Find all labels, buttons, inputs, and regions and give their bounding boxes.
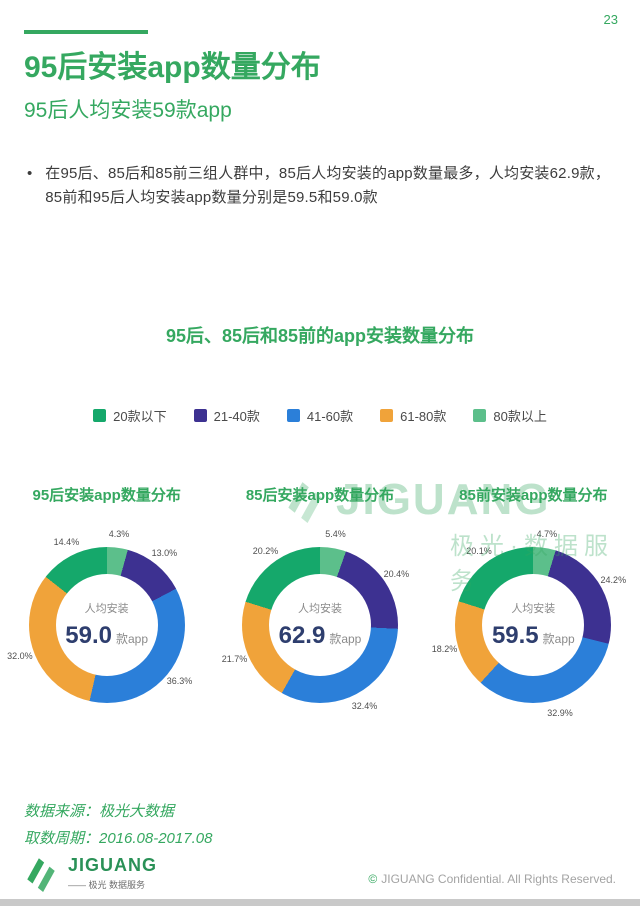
donut-plot: 人均安装 59.0 款app 4.3% 13.0% 36.3% 32.0% 14.4%: [7, 525, 207, 725]
footer-logo-sub: —— 极光 数据服务: [68, 879, 146, 890]
segment-percent-label: 20.4%: [383, 568, 410, 579]
segment-percent-label: 13.0%: [151, 548, 178, 559]
donut-chart-title: 85前安装app数量分布: [459, 487, 608, 504]
legend-swatch: [380, 409, 394, 422]
donut-center-unit: 款app: [116, 632, 149, 646]
donut-chart: 85后安装app数量分布人均安装 62.9 款app 5.4% 20.4% 32.4% 21…: [213, 484, 426, 725]
bullet-marker: •: [27, 165, 33, 182]
data-period-note: 取数周期：2016.08-2017.08: [24, 830, 213, 847]
legend-label: 61-80款: [400, 409, 447, 424]
donut-center-value: 59.5: [491, 622, 539, 649]
copyright: © JIGUANG Confidential. All Rights Reserv…: [368, 872, 616, 886]
jiguang-logo-icon: [27, 858, 55, 892]
segment-percent-label: 14.4%: [53, 537, 80, 548]
page-number: 23: [603, 12, 618, 27]
segment-percent-label: 32.0%: [7, 650, 33, 661]
donut-center-label: 人均安装: [297, 603, 342, 615]
donut-center-label: 人均安装: [511, 603, 556, 615]
donut-center-value-row: 62.9 款app: [279, 622, 362, 650]
donut-chart-title: 95后安装app数量分布: [32, 487, 181, 504]
copyright-text: JIGUANG Confidential. All Rights Reserve…: [381, 872, 616, 886]
legend-swatch: [93, 409, 107, 422]
legend-item: 21-40款: [193, 406, 260, 425]
donut-center-label: 人均安装: [84, 603, 129, 615]
footer-logo-brand: JIGUANG: [68, 854, 158, 875]
legend-item: 80款以上: [473, 406, 547, 425]
page-subtitle: 95后人均安装59款app: [24, 99, 232, 122]
footer-logo: JIGUANG —— 极光 数据服务: [22, 854, 157, 892]
page-title: 95后安装app数量分布: [24, 51, 321, 84]
donut-center-value-row: 59.5 款app: [492, 622, 575, 650]
segment-percent-label: 32.9%: [547, 708, 573, 719]
figure-title: 95后、85后和85前的app安装数量分布: [165, 326, 475, 346]
donut-center: 人均安装 59.0 款app: [55, 574, 158, 676]
segment-percent-label: 4.7%: [536, 528, 558, 539]
donut-center-unit: 款app: [329, 632, 362, 646]
segment-percent-label: 4.3%: [108, 528, 130, 539]
donut-chart-title: 85后安装app数量分布: [245, 487, 395, 504]
segment-percent-label: 24.2%: [600, 574, 627, 585]
legend-item: 20款以下: [93, 406, 167, 425]
legend-swatch: [286, 409, 300, 422]
legend-swatch: [193, 409, 207, 422]
title-accent-bar: [24, 30, 148, 34]
bullet-point: • 在95后、85后和85前三组人群中，85后人均安装的app数量最多，人均安装…: [27, 162, 613, 210]
donut-center-value: 62.9: [278, 622, 326, 649]
segment-percent-label: 18.2%: [431, 643, 458, 654]
copyright-mark: ©: [368, 872, 378, 886]
footer-logo-texts: JIGUANG —— 极光 数据服务: [68, 856, 157, 891]
donut-plot: 人均安装 59.5 款app 4.7% 24.2% 32.9% 18.2% 20.1%: [431, 525, 633, 725]
donut-center-value: 59.0: [65, 622, 112, 649]
donut-plot: 人均安装 62.9 款app 5.4% 20.4% 32.4% 21.7% 20.2%: [220, 525, 420, 725]
legend-label: 80款以上: [493, 409, 547, 424]
page-bottom-edge: [0, 899, 640, 906]
legend-label: 41-60款: [306, 409, 354, 424]
bullet-text: 在95后、85后和85前三组人群中，85后人均安装的app数量最多，人均安装62…: [45, 165, 611, 206]
segment-percent-label: 20.2%: [252, 545, 279, 556]
data-source-note: 数据来源：极光大数据: [24, 803, 175, 820]
legend-item: 41-60款: [286, 406, 354, 425]
donut-center-value-row: 59.0 款app: [65, 622, 148, 650]
chart-legend: 20款以下 21-40款 41-60款 61-80款 80款以上: [0, 406, 640, 425]
donut-chart: 85前安装app数量分布人均安装 59.5 款app 4.7% 24.2% 32.9% 18…: [427, 484, 640, 725]
segment-percent-label: 32.4%: [351, 700, 378, 711]
segment-percent-label: 20.1%: [466, 545, 492, 556]
legend-item: 61-80款: [380, 406, 446, 425]
donut-center: 人均安装 59.5 款app: [482, 574, 585, 676]
legend-label: 20款以下: [113, 409, 167, 424]
legend-label: 21-40款: [213, 409, 260, 424]
segment-percent-label: 21.7%: [221, 653, 248, 664]
legend-swatch: [473, 409, 487, 422]
segment-percent-label: 36.3%: [166, 676, 193, 687]
donut-chart: 95后安装app数量分布人均安装 59.0 款app 4.3% 13.0% 36.3% 32…: [0, 484, 213, 725]
donut-center: 人均安装 62.9 款app: [268, 574, 371, 676]
segment-percent-label: 5.4%: [325, 529, 346, 540]
donut-center-unit: 款app: [542, 632, 575, 646]
charts-row: 95后安装app数量分布人均安装 59.0 款app 4.3% 13.0% 36.3% 32…: [0, 484, 640, 725]
